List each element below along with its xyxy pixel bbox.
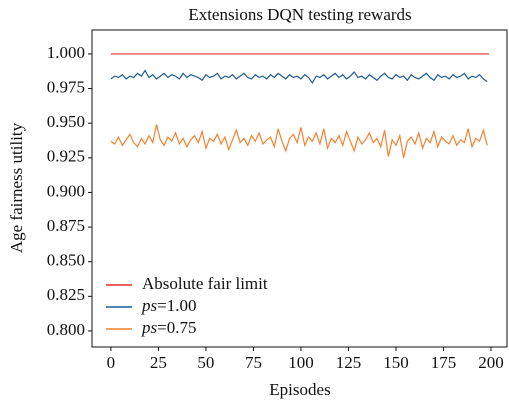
- x-tick-label: 25: [150, 353, 167, 372]
- plot-frame: [91, 29, 508, 348]
- legend-label: ps=1.00: [141, 296, 196, 315]
- y-axis-label: Age fairness utility: [7, 122, 26, 253]
- x-tick-label: 175: [431, 353, 457, 372]
- x-tick-label: 200: [478, 353, 504, 372]
- x-tick-label: 100: [288, 353, 314, 372]
- y-tick-label: 0.975: [47, 77, 85, 96]
- x-tick-label: 150: [383, 353, 409, 372]
- chart-title: Extensions DQN testing rewards: [188, 5, 411, 24]
- x-tick-label: 75: [245, 353, 262, 372]
- x-tick-label: 0: [107, 353, 116, 372]
- y-tick-label: 0.850: [47, 251, 85, 270]
- x-tick-label: 50: [197, 353, 214, 372]
- x-tick-label: 125: [336, 353, 362, 372]
- y-tick-label: 0.825: [47, 285, 85, 304]
- y-tick-label: 0.925: [47, 147, 85, 166]
- y-tick-label: 0.800: [47, 320, 85, 339]
- series-line: [110, 124, 488, 158]
- legend-label: ps=0.75: [141, 318, 196, 337]
- y-tick-label: 1.000: [47, 43, 85, 62]
- series-line: [110, 69, 488, 85]
- y-tick-label: 0.950: [47, 112, 85, 131]
- x-axis-label: Episodes: [269, 380, 330, 399]
- y-tick-label: 0.875: [47, 216, 85, 235]
- y-tick-label: 0.900: [47, 181, 85, 200]
- legend-label: Absolute fair limit: [142, 274, 268, 293]
